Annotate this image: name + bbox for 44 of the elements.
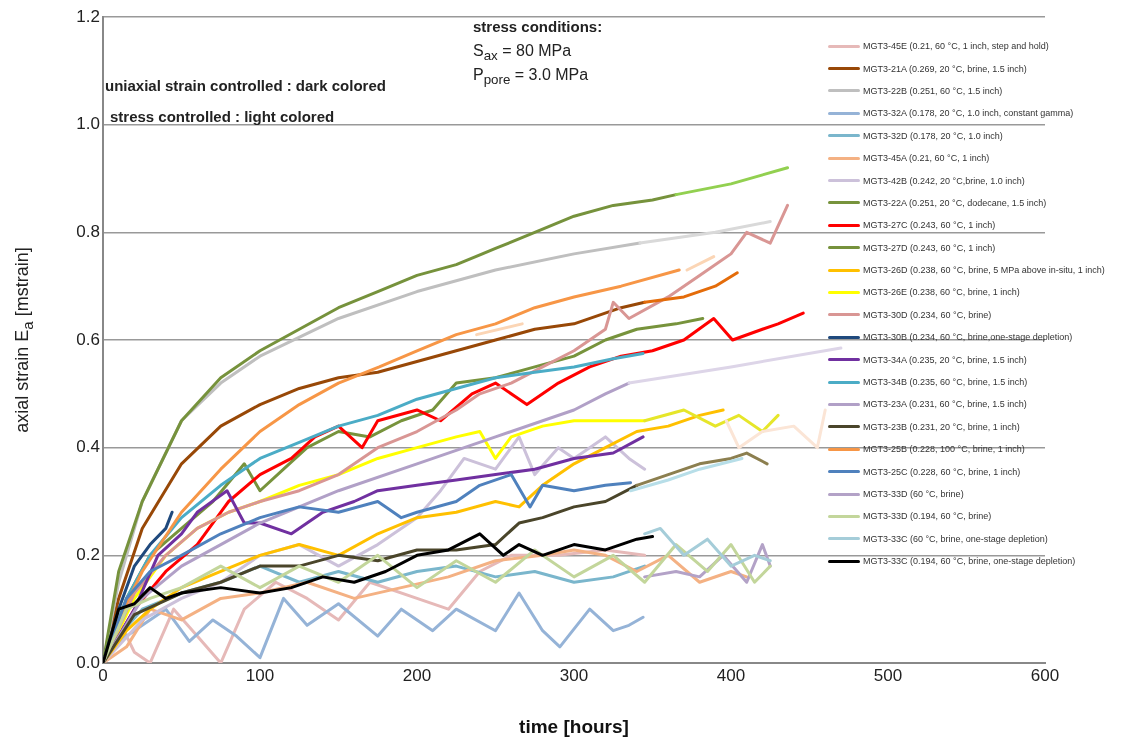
legend-label: MGT3-42B (0.242, 20 °C,brine, 1.0 inch)	[863, 175, 1025, 186]
legend-label: MGT3-26D (0.238, 60 °C, brine, 5 MPa above in-situ, 1 inch)	[863, 265, 1105, 276]
legend-label: MGT3-21A (0.269, 20 °C, brine, 1.5 inch)	[863, 63, 1027, 74]
annotation: P$_{pore}$ = 3.0 MPa	[473, 66, 589, 88]
legend-label: MGT3-22B (0.251, 60 °C, 1.5 inch)	[863, 85, 1003, 96]
x-tick-label: 400	[716, 665, 746, 685]
annotation: uniaxial strain controlled : dark colored	[105, 77, 386, 94]
legend-label: MGT3-27C (0.243, 60 °C, 1 inch)	[863, 220, 996, 231]
legend-label: MGT3-25B (0.228, 100 °C, brine, 1 inch)	[863, 444, 1025, 455]
x-tick-label: 600	[1030, 665, 1060, 685]
y-tick-label: 0.6	[76, 329, 100, 349]
annotation: stress conditions:	[473, 18, 603, 35]
legend-label: MGT3-33C (0.194, 60 °C, brine, one-stage depletion)	[863, 556, 1076, 567]
legend-label: MGT3-30D (0.234, 60 °C, brine)	[863, 309, 992, 320]
x-tick-label: 300	[559, 665, 589, 685]
x-tick-label: 100	[245, 665, 275, 685]
legend-label: MGT3-32A (0.178, 20 °C, 1.0 inch, constant gamma)	[863, 108, 1074, 119]
x-tick-label: 500	[873, 665, 903, 685]
x-tick-label: 0	[98, 665, 108, 685]
legend-label: MGT3-34B (0.235, 60 °C, brine, 1.5 inch)	[863, 377, 1028, 388]
annotation: S$_{ax}$ = 80 MPa	[473, 42, 572, 64]
legend-label: MGT3-33D (0.194, 60 °C, brine)	[863, 511, 992, 522]
y-tick-label: 0.2	[76, 545, 100, 565]
x-axis-title: time [hours]	[519, 715, 629, 737]
y-tick-label: 0.8	[76, 222, 100, 242]
legend-label: MGT3-45A (0.21, 60 °C, 1 inch)	[863, 153, 990, 164]
legend-label: MGT3-26E (0.238, 60 °C, brine, 1 inch)	[863, 287, 1020, 298]
legend-label: MGT3-32D (0.178, 20 °C, 1.0 inch)	[863, 130, 1003, 141]
legend-label: MGT3-27D (0.243, 60 °C, 1 inch)	[863, 242, 996, 253]
legend-label: MGT3-33D (60 °C, brine)	[863, 489, 964, 499]
legend-label: MGT3-34A (0.235, 20 °C, brine, 1.5 inch)	[863, 354, 1027, 365]
legend-label: MGT3-23B (0.231, 20 °C, brine, 1 inch)	[863, 421, 1020, 432]
y-tick-label: 1.0	[76, 114, 100, 134]
legend-label: MGT3-22A (0.251, 20 °C, dodecane, 1.5 inch)	[863, 197, 1047, 208]
legend-label: MGT3-30B (0.234, 60 °C, brine,one-stage depletion)	[863, 332, 1073, 343]
y-tick-label: 0.4	[76, 437, 100, 457]
legend-label: MGT3-23A (0.231, 60 °C, brine, 1.5 inch)	[863, 399, 1027, 410]
y-tick-label: 0.0	[76, 652, 100, 672]
legend-label: MGT3-33C (60 °C, brine, one-stage depletion)	[863, 533, 1048, 544]
annotation: stress controlled : light colored	[110, 108, 335, 125]
x-tick-label: 200	[402, 665, 432, 685]
legend-label: MGT3-45E (0.21, 60 °C, 1 inch, step and hold)	[863, 41, 1049, 52]
y-tick-label: 1.2	[76, 6, 100, 26]
legend-label: MGT3-25C (0.228, 60 °C, brine, 1 inch)	[863, 466, 1021, 477]
